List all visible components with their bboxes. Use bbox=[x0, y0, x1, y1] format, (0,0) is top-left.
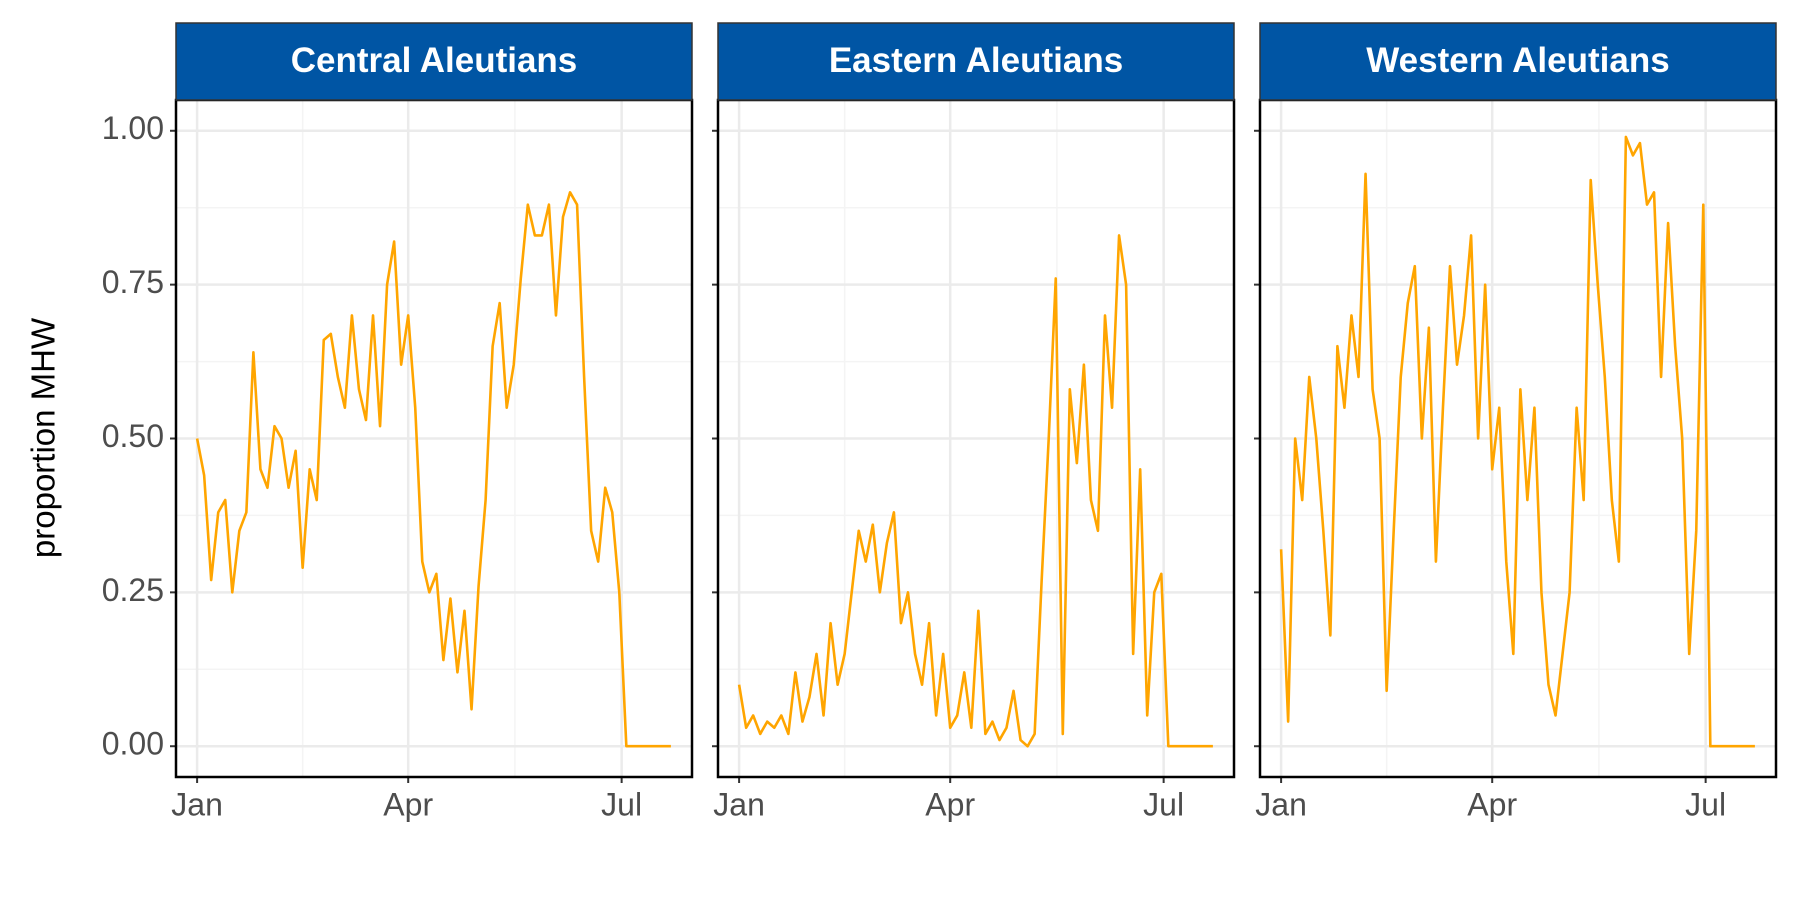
strip bbox=[1259, 22, 1777, 101]
data-line bbox=[1279, 135, 1755, 748]
strip-title: Eastern Aleutians bbox=[829, 41, 1123, 80]
x-tick-label: Jan bbox=[1255, 786, 1307, 822]
x-tick-label: Apr bbox=[383, 786, 433, 822]
y-tick-label: 1.00 bbox=[102, 110, 164, 146]
y-tick-label: 0.75 bbox=[102, 264, 164, 300]
x-tick-label: Jul bbox=[601, 786, 642, 822]
x-tick-label: Jul bbox=[1685, 786, 1726, 822]
strip bbox=[717, 22, 1235, 101]
strip-title: Western Aleutians bbox=[1366, 41, 1669, 80]
strip bbox=[175, 22, 693, 101]
strip-title: Central Aleutians bbox=[291, 41, 578, 80]
data-line bbox=[195, 191, 671, 748]
x-tick-label: Jul bbox=[1143, 786, 1184, 822]
y-tick-label: 0.50 bbox=[102, 418, 164, 454]
y-tick-label: 0.25 bbox=[102, 572, 164, 608]
y-axis-label: proportion MHW bbox=[25, 317, 62, 558]
y-tick-label: 0.00 bbox=[102, 726, 164, 762]
x-tick-label: Jan bbox=[171, 786, 223, 822]
x-tick-label: Apr bbox=[1467, 786, 1517, 822]
x-tick-label: Jan bbox=[713, 786, 765, 822]
x-tick-label: Apr bbox=[925, 786, 975, 822]
data-line bbox=[737, 234, 1213, 748]
